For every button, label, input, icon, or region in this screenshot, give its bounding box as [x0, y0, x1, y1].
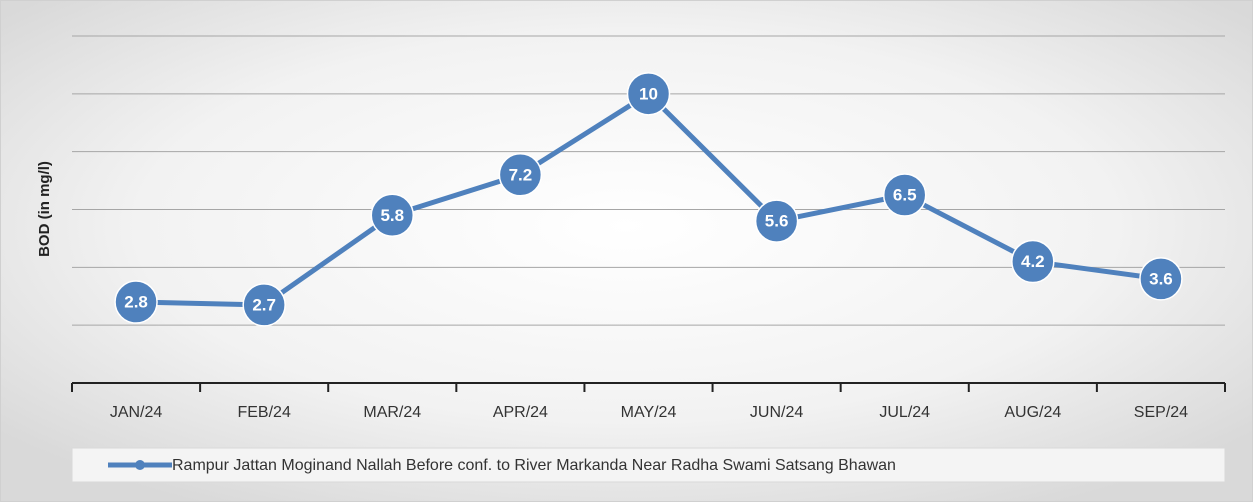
marker — [498, 153, 543, 197]
marker — [754, 199, 799, 243]
x-tick-label: AUG/24 — [1004, 404, 1061, 421]
data-label: 10 — [639, 84, 658, 103]
marker — [242, 283, 286, 327]
marker — [1139, 257, 1183, 301]
x-tick-label: FEB/24 — [237, 404, 290, 421]
legend-label: Rampur Jattan Moginand Nallah Before con… — [172, 457, 896, 474]
marker — [1011, 239, 1055, 284]
marker — [882, 173, 927, 217]
marker — [370, 193, 415, 238]
data-label: 2.7 — [252, 295, 276, 314]
data-label: 7.2 — [509, 165, 533, 184]
data-label: 2.8 — [124, 293, 148, 312]
legend-marker — [135, 460, 145, 470]
x-tick-label: MAR/24 — [363, 404, 421, 421]
data-label: 6.5 — [893, 186, 917, 205]
x-tick-label: JAN/24 — [110, 404, 163, 421]
data-label: 4.2 — [1021, 252, 1045, 271]
data-label: 5.8 — [380, 206, 404, 225]
x-tick-label: MAY/24 — [621, 404, 677, 421]
data-label: 3.6 — [1149, 269, 1173, 288]
marker — [114, 280, 158, 324]
x-tick-label: SEP/24 — [1134, 404, 1188, 421]
marker — [626, 72, 671, 116]
x-tick-label: JUL/24 — [879, 404, 930, 421]
legend-box — [71, 447, 1226, 483]
data-label: 5.6 — [765, 212, 789, 231]
x-tick-label: APR/24 — [493, 404, 548, 421]
x-tick-label: JUN/24 — [750, 404, 803, 421]
y-axis-label: BOD (in mg/l) — [36, 161, 53, 257]
